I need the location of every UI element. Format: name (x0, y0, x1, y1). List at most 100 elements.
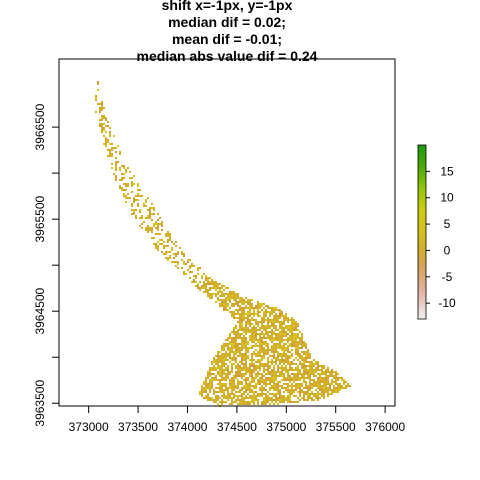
raster-cell (295, 389, 297, 391)
raster-cell (297, 379, 299, 381)
raster-cell (337, 385, 339, 387)
raster-cell (289, 331, 291, 333)
raster-cell (207, 375, 209, 377)
raster-cell (243, 373, 245, 375)
raster-cell (277, 375, 279, 377)
raster-cell (275, 393, 277, 395)
raster-cell (273, 333, 275, 335)
raster-cell (321, 369, 323, 371)
raster-cell (255, 399, 257, 401)
raster-cell (241, 315, 243, 317)
raster-cell (245, 371, 247, 373)
raster-cell (335, 373, 337, 375)
raster-cell (239, 361, 241, 363)
raster-cell (235, 365, 237, 367)
raster-cell (257, 305, 259, 307)
raster-cell (307, 393, 309, 395)
raster-cell (217, 297, 219, 299)
raster-cell (291, 325, 293, 327)
raster-cell (125, 189, 127, 191)
raster-cell (293, 341, 295, 343)
raster-cell (241, 363, 243, 365)
raster-cell (207, 295, 209, 297)
raster-cell (133, 197, 135, 199)
raster-cell (285, 355, 287, 357)
raster-cell (289, 357, 291, 359)
raster-cell (151, 229, 153, 231)
raster-cell (209, 397, 211, 399)
raster-cell (297, 337, 299, 339)
raster-cell (273, 387, 275, 389)
raster-cell (121, 187, 123, 189)
raster-cell (101, 109, 103, 111)
raster-cell (249, 395, 251, 397)
raster-cell (247, 397, 249, 399)
raster-cell (305, 365, 307, 367)
raster-cell (241, 307, 243, 309)
raster-cell (205, 395, 207, 397)
raster-cell (269, 313, 271, 315)
raster-cell (137, 205, 139, 207)
raster-cell (305, 369, 307, 371)
raster-cell (263, 367, 265, 369)
raster-cell (253, 315, 255, 317)
raster-cell (311, 399, 313, 401)
raster-cell (205, 287, 207, 289)
raster-cell (211, 295, 213, 297)
raster-cell (273, 389, 275, 391)
raster-cell (307, 371, 309, 373)
raster-cell (293, 339, 295, 341)
raster-cell (285, 389, 287, 391)
raster-cell (245, 397, 247, 399)
raster-cell (213, 373, 215, 375)
raster-cell (221, 389, 223, 391)
raster-cell (237, 335, 239, 337)
raster-cell (263, 327, 265, 329)
raster-cell (263, 343, 265, 345)
raster-cell (271, 393, 273, 395)
raster-cell (169, 257, 171, 259)
raster-cell (217, 283, 219, 285)
raster-cell (327, 369, 329, 371)
raster-cell (261, 401, 263, 403)
raster-cell (239, 349, 241, 351)
raster-cell (309, 377, 311, 379)
raster-cell (115, 163, 117, 165)
raster-cell (215, 287, 217, 289)
raster-cell (305, 393, 307, 395)
raster-cell (261, 339, 263, 341)
raster-cell (167, 231, 169, 233)
raster-cell (213, 393, 215, 395)
raster-cell (103, 123, 105, 125)
raster-cell (295, 357, 297, 359)
raster-cell (249, 367, 251, 369)
raster-cell (233, 327, 235, 329)
title-line-4: median abs value dif = 0.24 (137, 48, 318, 64)
raster-cell (313, 371, 315, 373)
raster-cell (239, 353, 241, 355)
raster-cell (275, 339, 277, 341)
raster-cell (235, 297, 237, 299)
raster-cell (245, 367, 247, 369)
raster-cell (173, 253, 175, 255)
raster-cell (115, 151, 117, 153)
raster-cell (271, 321, 273, 323)
raster-cell (259, 337, 261, 339)
raster-cell (335, 389, 337, 391)
raster-cell (279, 343, 281, 345)
raster-cell (305, 347, 307, 349)
raster-cell (103, 117, 105, 119)
raster-cell (303, 371, 305, 373)
raster-cell (253, 369, 255, 371)
raster-cell (309, 361, 311, 363)
raster-cell (293, 395, 295, 397)
raster-cell (297, 367, 299, 369)
raster-cell (267, 351, 269, 353)
raster-cell (311, 379, 313, 381)
raster-cell (217, 287, 219, 289)
raster-cell (217, 353, 219, 355)
raster-cell (229, 357, 231, 359)
raster-cell (175, 255, 177, 257)
raster-cell (297, 335, 299, 337)
raster-cell (299, 353, 301, 355)
